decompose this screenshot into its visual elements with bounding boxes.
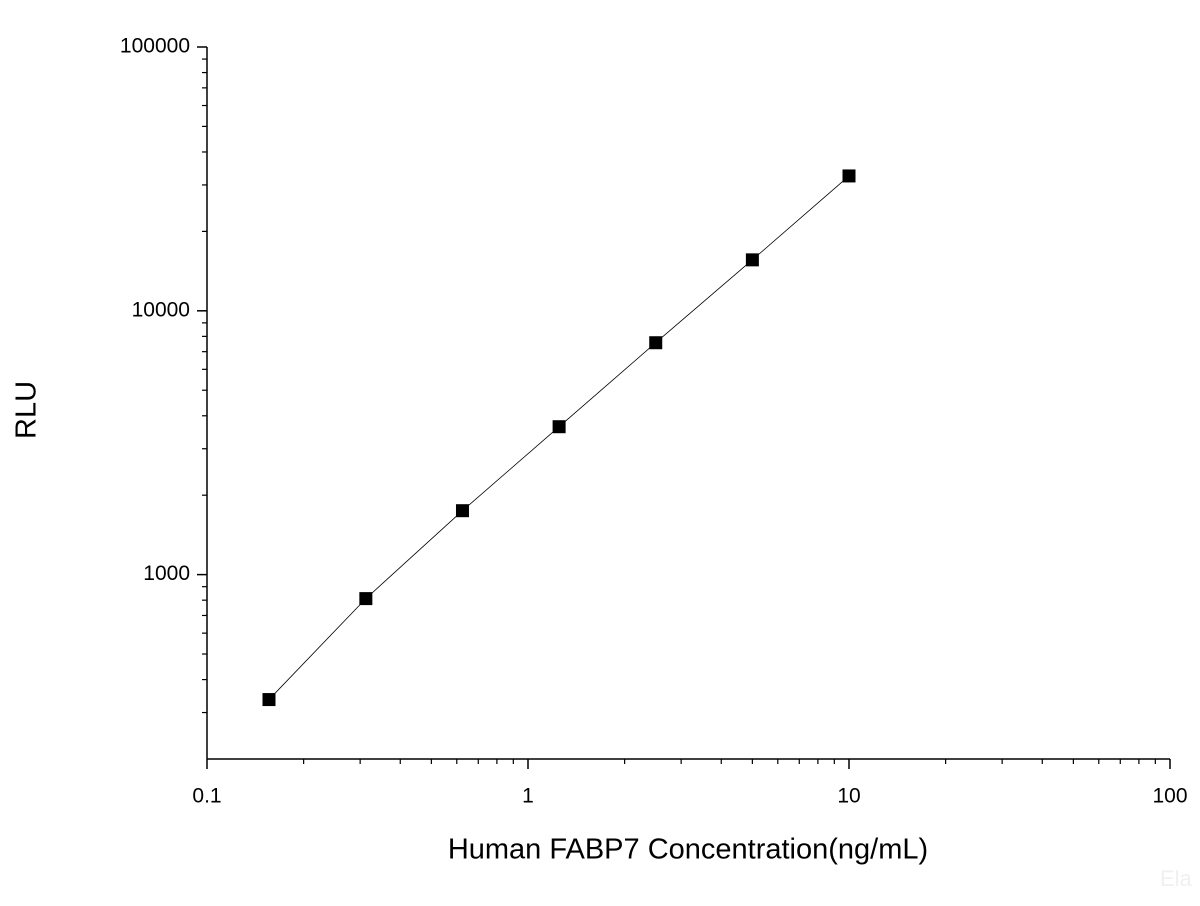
x-tick-label: 0.1 — [192, 785, 221, 808]
x-tick-label: 100 — [1152, 785, 1187, 808]
x-axis-label: Human FABP7 Concentration(ng/mL) — [448, 834, 928, 866]
x-tick-label: 10 — [837, 785, 860, 808]
x-tick-label: 1 — [522, 785, 534, 808]
series-line — [268, 175, 850, 700]
data-point — [552, 420, 566, 434]
data-point — [842, 169, 856, 183]
y-tick-label: 10000 — [132, 298, 190, 321]
data-point — [745, 253, 759, 267]
data-point — [649, 336, 663, 350]
watermark: Ela — [1160, 866, 1193, 891]
data-point — [455, 504, 469, 518]
y-tick-label: 1000 — [143, 562, 190, 585]
y-axis-label: RLU — [11, 381, 43, 439]
data-point — [359, 592, 373, 606]
y-tick-label: 100000 — [120, 35, 190, 58]
data-point — [262, 693, 276, 707]
